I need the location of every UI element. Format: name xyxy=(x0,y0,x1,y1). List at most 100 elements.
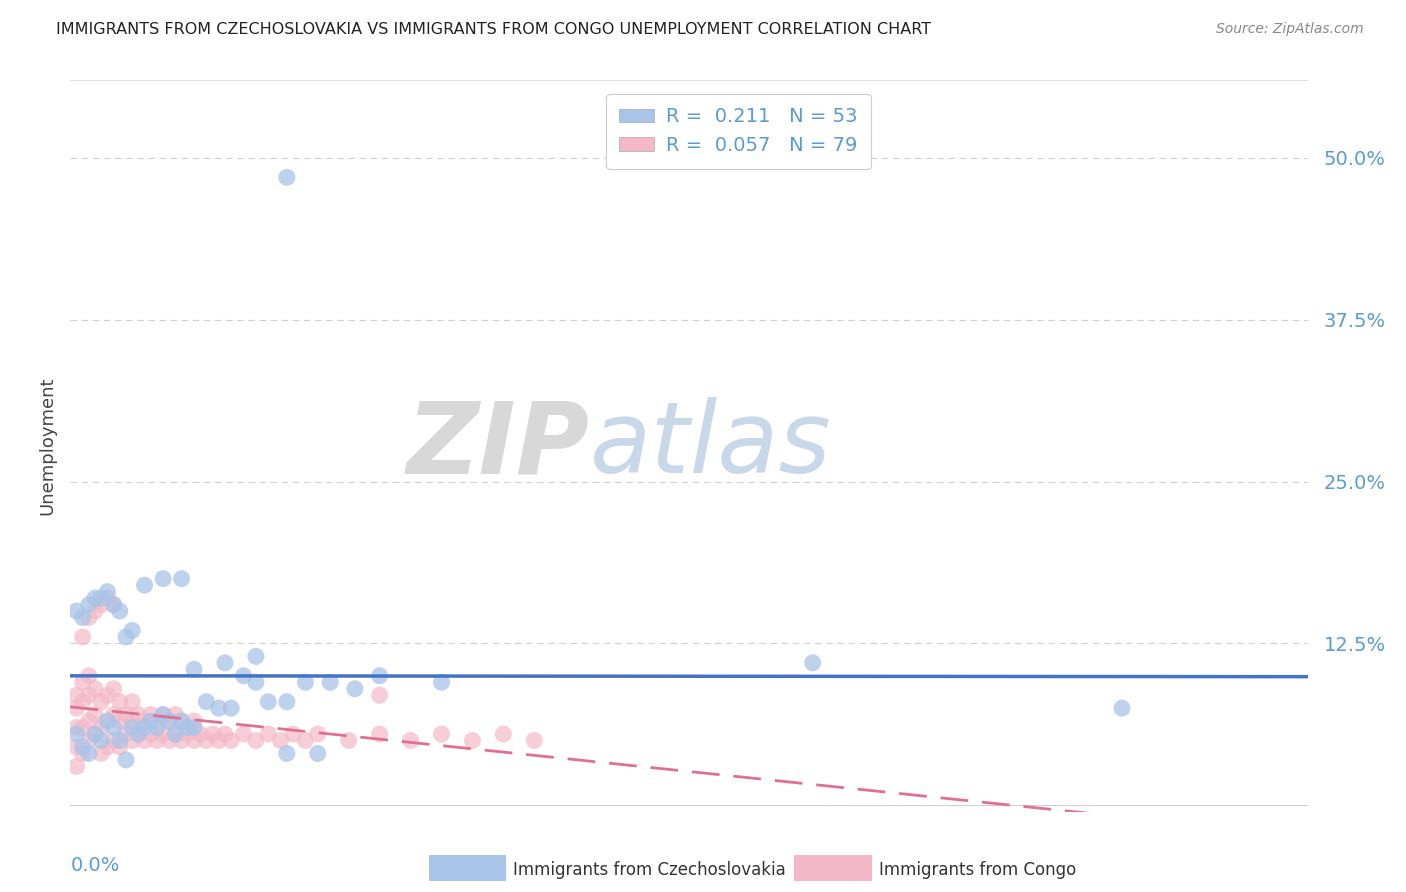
Point xyxy=(84,727,107,741)
Point xyxy=(319,675,342,690)
Point xyxy=(343,681,366,696)
Point xyxy=(170,714,193,728)
Point xyxy=(170,572,193,586)
Point xyxy=(170,714,193,728)
Point xyxy=(65,604,87,618)
Text: 0.0%: 0.0% xyxy=(70,855,120,875)
Point xyxy=(430,727,453,741)
Point xyxy=(208,701,231,715)
Point xyxy=(801,656,824,670)
Point xyxy=(183,662,205,676)
Point xyxy=(96,714,118,728)
Point xyxy=(115,707,138,722)
Point xyxy=(65,739,87,754)
Text: atlas: atlas xyxy=(591,398,831,494)
Point xyxy=(72,695,94,709)
Point xyxy=(108,695,131,709)
Point xyxy=(77,688,100,702)
Point xyxy=(108,733,131,747)
Point xyxy=(96,591,118,606)
Point xyxy=(134,733,156,747)
Point xyxy=(103,598,125,612)
Text: ZIP: ZIP xyxy=(406,398,591,494)
Point xyxy=(157,714,180,728)
Point xyxy=(201,727,224,741)
Point xyxy=(65,688,87,702)
Point xyxy=(245,675,267,690)
Point xyxy=(219,733,242,747)
Text: Immigrants from Congo: Immigrants from Congo xyxy=(879,861,1076,879)
Point xyxy=(72,739,94,754)
Text: Source: ZipAtlas.com: Source: ZipAtlas.com xyxy=(1216,22,1364,37)
Point xyxy=(84,727,107,741)
Point xyxy=(134,714,156,728)
Point xyxy=(90,695,112,709)
Point xyxy=(121,733,143,747)
Point xyxy=(139,707,162,722)
Point xyxy=(232,669,254,683)
Point xyxy=(127,727,149,741)
Point xyxy=(65,721,87,735)
Point xyxy=(165,727,187,741)
Point xyxy=(257,695,280,709)
Point xyxy=(152,572,174,586)
Point xyxy=(152,707,174,722)
Point xyxy=(1111,701,1133,715)
Point xyxy=(103,681,125,696)
Point xyxy=(115,630,138,644)
Point xyxy=(183,714,205,728)
Point xyxy=(307,747,329,761)
Point xyxy=(90,598,112,612)
Point xyxy=(307,727,329,741)
Point xyxy=(90,733,112,747)
Point xyxy=(108,739,131,754)
Point xyxy=(77,610,100,624)
Point xyxy=(90,747,112,761)
Point xyxy=(430,675,453,690)
Point xyxy=(146,733,169,747)
Point xyxy=(170,733,193,747)
Point xyxy=(157,714,180,728)
Point xyxy=(108,714,131,728)
Point xyxy=(72,747,94,761)
Point xyxy=(72,630,94,644)
Point xyxy=(232,727,254,741)
Point xyxy=(195,733,218,747)
Point xyxy=(65,759,87,773)
Point xyxy=(165,707,187,722)
Point xyxy=(281,727,304,741)
Point xyxy=(368,688,391,702)
Point xyxy=(127,707,149,722)
Text: IMMIGRANTS FROM CZECHOSLOVAKIA VS IMMIGRANTS FROM CONGO UNEMPLOYMENT CORRELATION: IMMIGRANTS FROM CZECHOSLOVAKIA VS IMMIGR… xyxy=(56,22,931,37)
Point xyxy=(337,733,360,747)
Point xyxy=(183,733,205,747)
Point xyxy=(115,753,138,767)
Point xyxy=(214,727,236,741)
Point xyxy=(146,721,169,735)
Point xyxy=(152,707,174,722)
Point xyxy=(72,610,94,624)
Point xyxy=(276,170,298,185)
Text: Immigrants from Czechoslovakia: Immigrants from Czechoslovakia xyxy=(513,861,786,879)
Point xyxy=(103,721,125,735)
Point xyxy=(157,733,180,747)
Point xyxy=(146,714,169,728)
Point xyxy=(257,727,280,741)
Point xyxy=(121,714,143,728)
Point xyxy=(77,714,100,728)
Point xyxy=(183,721,205,735)
Point xyxy=(177,721,200,735)
Point xyxy=(276,695,298,709)
Point xyxy=(134,721,156,735)
Point xyxy=(188,727,211,741)
Point xyxy=(219,701,242,715)
Point xyxy=(127,727,149,741)
Point xyxy=(103,733,125,747)
Point xyxy=(65,701,87,715)
Point xyxy=(492,727,515,741)
Point xyxy=(121,695,143,709)
Point xyxy=(195,695,218,709)
Point xyxy=(115,727,138,741)
Point xyxy=(121,624,143,638)
Point xyxy=(72,721,94,735)
